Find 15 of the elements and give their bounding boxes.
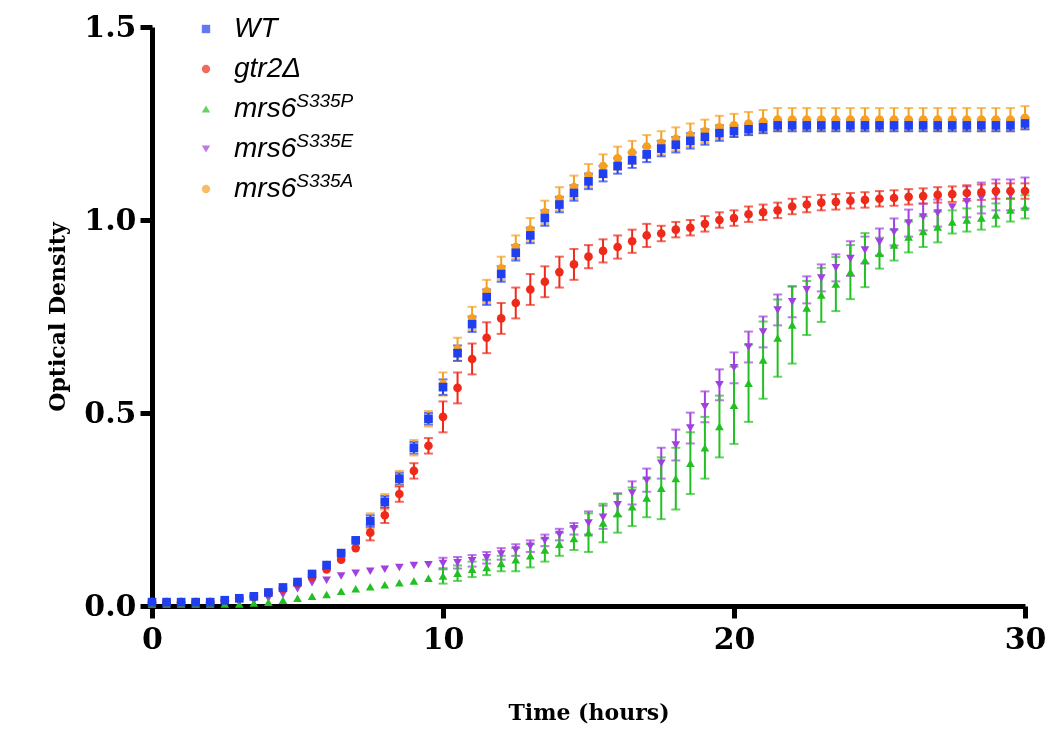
y-tick-label: 0.5 (84, 394, 137, 430)
x-tick-label: 30 (1004, 620, 1047, 656)
legend-label: mrs6$^{S335E}$ (234, 129, 354, 163)
legend-label: mrs6$^{S335P}$ (234, 89, 354, 123)
x-tick-label: 20 (713, 620, 756, 656)
x-axis-title: Time (hours) (508, 698, 670, 725)
y-tick-label: 1.5 (84, 8, 137, 44)
y-tick-label: 0.0 (84, 587, 137, 623)
legend-label: mrs6$^{S335A}$ (234, 169, 354, 203)
legend-label: WT (234, 12, 280, 43)
legend-label: gtr2Δ (234, 52, 302, 83)
y-tick-label: 1.0 (84, 201, 137, 237)
x-tick-label: 0 (142, 620, 163, 656)
x-tick-label: 10 (422, 620, 465, 656)
y-axis-title: Optical Density (44, 221, 71, 412)
